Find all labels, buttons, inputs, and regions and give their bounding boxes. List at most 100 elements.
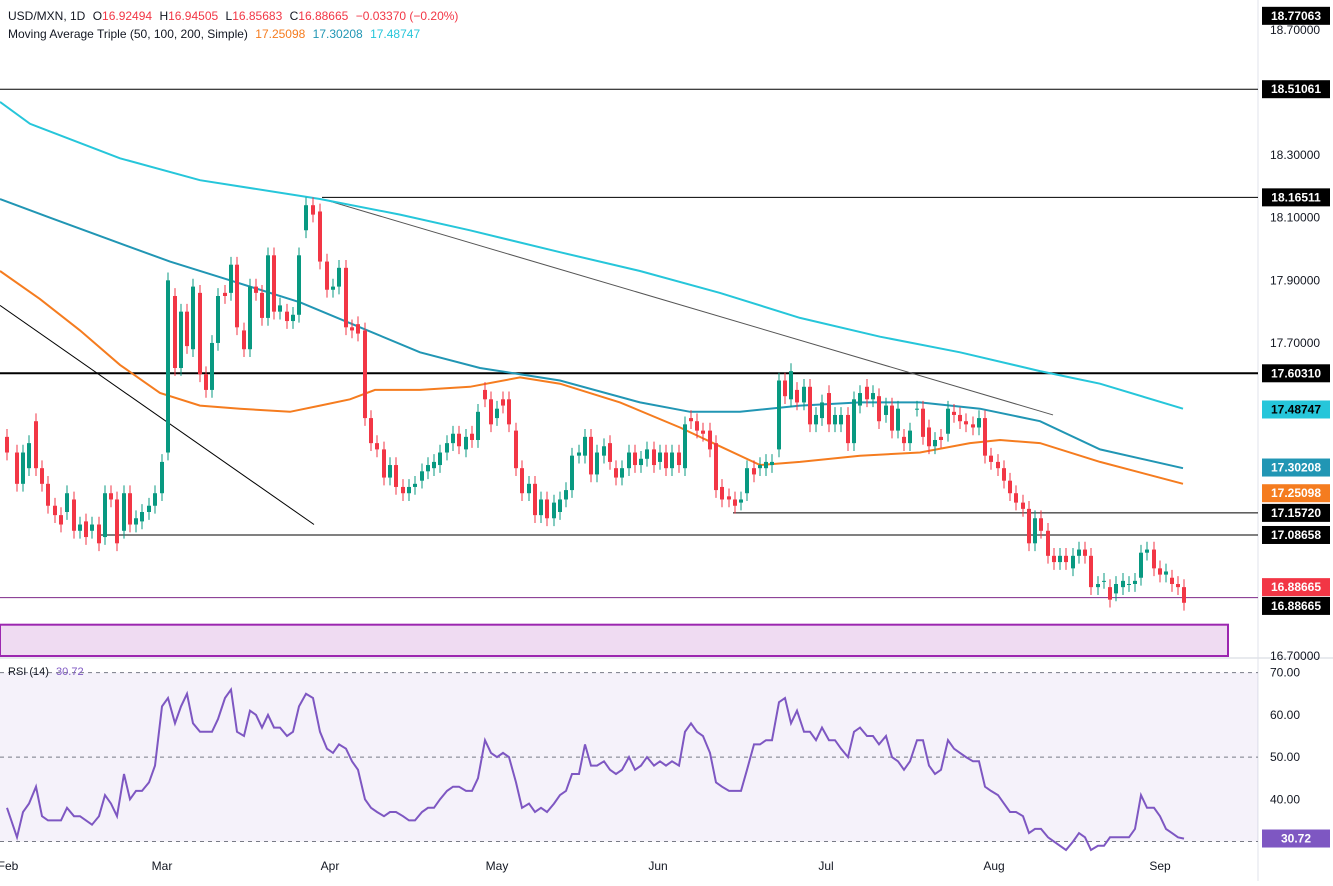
- candle-body: [325, 261, 329, 290]
- candle-body: [983, 418, 987, 456]
- candle-body: [84, 521, 88, 538]
- candle-body: [78, 524, 82, 531]
- candle-body: [483, 389, 487, 400]
- candle-body: [394, 465, 398, 487]
- candle-body: [1152, 549, 1156, 569]
- candle-body: [570, 455, 574, 491]
- candle-body: [720, 486, 724, 500]
- candle-body: [304, 205, 308, 231]
- candle-body: [344, 267, 348, 328]
- candle-body: [331, 286, 335, 290]
- ma200-value: 17.48747: [370, 27, 421, 41]
- candle-body: [72, 499, 76, 531]
- candle-body: [109, 493, 113, 500]
- ohlc-legend: USD/MXN, 1D O16.92494 H16.94505 L16.8568…: [8, 9, 462, 23]
- candle-body: [689, 418, 693, 422]
- candle-body: [833, 414, 837, 425]
- candle-body: [733, 499, 737, 506]
- candle-body: [639, 458, 643, 466]
- candle-body: [470, 433, 474, 440]
- ma50-badge: 17.25098: [1271, 486, 1321, 500]
- candle-body: [34, 421, 38, 469]
- candle-body: [363, 330, 367, 419]
- candle-body: [695, 421, 699, 431]
- candle-body: [1145, 549, 1149, 553]
- candle-body: [915, 408, 919, 410]
- candle-body: [520, 468, 524, 494]
- candle-body: [350, 327, 354, 331]
- candle-body: [438, 452, 442, 466]
- level-badge: 18.77063: [1271, 9, 1321, 23]
- candle-body: [254, 286, 258, 293]
- candle-body: [677, 452, 681, 466]
- trendline: [321, 198, 1054, 416]
- candle-body: [278, 305, 282, 312]
- level-badge: 17.60310: [1271, 366, 1321, 380]
- candle-body: [1164, 571, 1168, 575]
- candle-body: [1089, 555, 1093, 588]
- candle-body: [356, 324, 360, 334]
- candle-body: [1033, 518, 1037, 544]
- candle-body: [147, 505, 151, 512]
- candle-body: [229, 264, 233, 293]
- change-value: −0.03370 (−0.20%): [355, 9, 459, 23]
- candle-body: [216, 296, 220, 343]
- candle-body: [413, 483, 417, 487]
- ma100-value: 17.30208: [312, 27, 363, 41]
- candle-body: [97, 524, 101, 544]
- candle-body: [1014, 493, 1018, 503]
- ma100-badge-bg: [1262, 458, 1330, 477]
- ma-label: Moving Average Triple (50, 100, 200, Sim…: [8, 27, 248, 41]
- candle-body: [489, 399, 493, 425]
- candle-body: [758, 465, 762, 469]
- candle-body: [552, 502, 556, 519]
- candle-body: [103, 493, 107, 538]
- candle-body: [814, 414, 818, 425]
- candle-body: [789, 371, 793, 400]
- candle-body: [59, 515, 63, 525]
- level-badge-bg: [1262, 6, 1330, 25]
- candle-body: [896, 408, 900, 431]
- candle-body: [476, 411, 480, 440]
- candle-body: [1077, 549, 1081, 556]
- candle-body: [46, 483, 50, 506]
- candle-body: [464, 436, 468, 450]
- candle-body: [432, 461, 436, 469]
- rsi-tick-label: 50.00: [1270, 750, 1300, 764]
- candle-body: [527, 483, 531, 494]
- ma50-line: [0, 270, 1184, 485]
- open-label: O: [92, 9, 103, 23]
- candle-body: [210, 342, 214, 390]
- candle-body: [382, 449, 386, 478]
- candle-body: [871, 393, 875, 400]
- candle-body: [633, 452, 637, 466]
- candle-body: [160, 461, 164, 494]
- x-tick-label: Sep: [1149, 859, 1171, 873]
- candle-body: [179, 311, 183, 368]
- candle-body: [318, 211, 322, 262]
- candle-body: [683, 424, 687, 469]
- candle-body: [451, 433, 455, 444]
- candle-body: [627, 452, 631, 469]
- candle-body: [21, 452, 25, 484]
- candle-body: [539, 499, 543, 516]
- low-value: 16.85683: [232, 9, 283, 23]
- candle-body: [890, 405, 894, 431]
- candle-body: [1083, 549, 1087, 556]
- candle-body: [272, 255, 276, 312]
- candle-body: [1046, 530, 1050, 556]
- x-tick-label: Mar: [152, 859, 173, 873]
- candle-body: [235, 264, 239, 328]
- high-value: 16.94505: [168, 9, 219, 23]
- candle-body: [173, 296, 177, 368]
- candle-body: [595, 452, 599, 475]
- candle-body: [827, 393, 831, 425]
- level-badge-bg: [1262, 596, 1330, 615]
- level-badge: 18.16511: [1271, 190, 1321, 204]
- x-tick-label: Jul: [818, 859, 833, 873]
- trendline: [0, 304, 315, 525]
- candle-body: [407, 486, 411, 494]
